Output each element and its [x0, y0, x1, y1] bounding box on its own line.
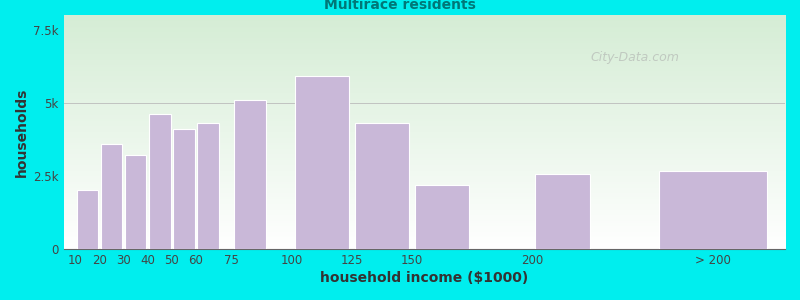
Bar [197, 123, 218, 249]
Bar [234, 100, 266, 249]
Bar [149, 114, 170, 249]
Y-axis label: households: households [15, 87, 29, 177]
Bar [355, 123, 410, 249]
Bar [658, 172, 767, 249]
Bar [535, 174, 590, 249]
Bar [77, 190, 98, 249]
Bar [125, 155, 146, 249]
Bar [295, 76, 349, 249]
Text: Multirace residents: Multirace residents [324, 0, 476, 12]
Bar [101, 144, 122, 249]
Bar [173, 129, 194, 249]
Bar [415, 184, 470, 249]
Text: City-Data.com: City-Data.com [590, 51, 679, 64]
X-axis label: household income ($1000): household income ($1000) [320, 271, 528, 285]
